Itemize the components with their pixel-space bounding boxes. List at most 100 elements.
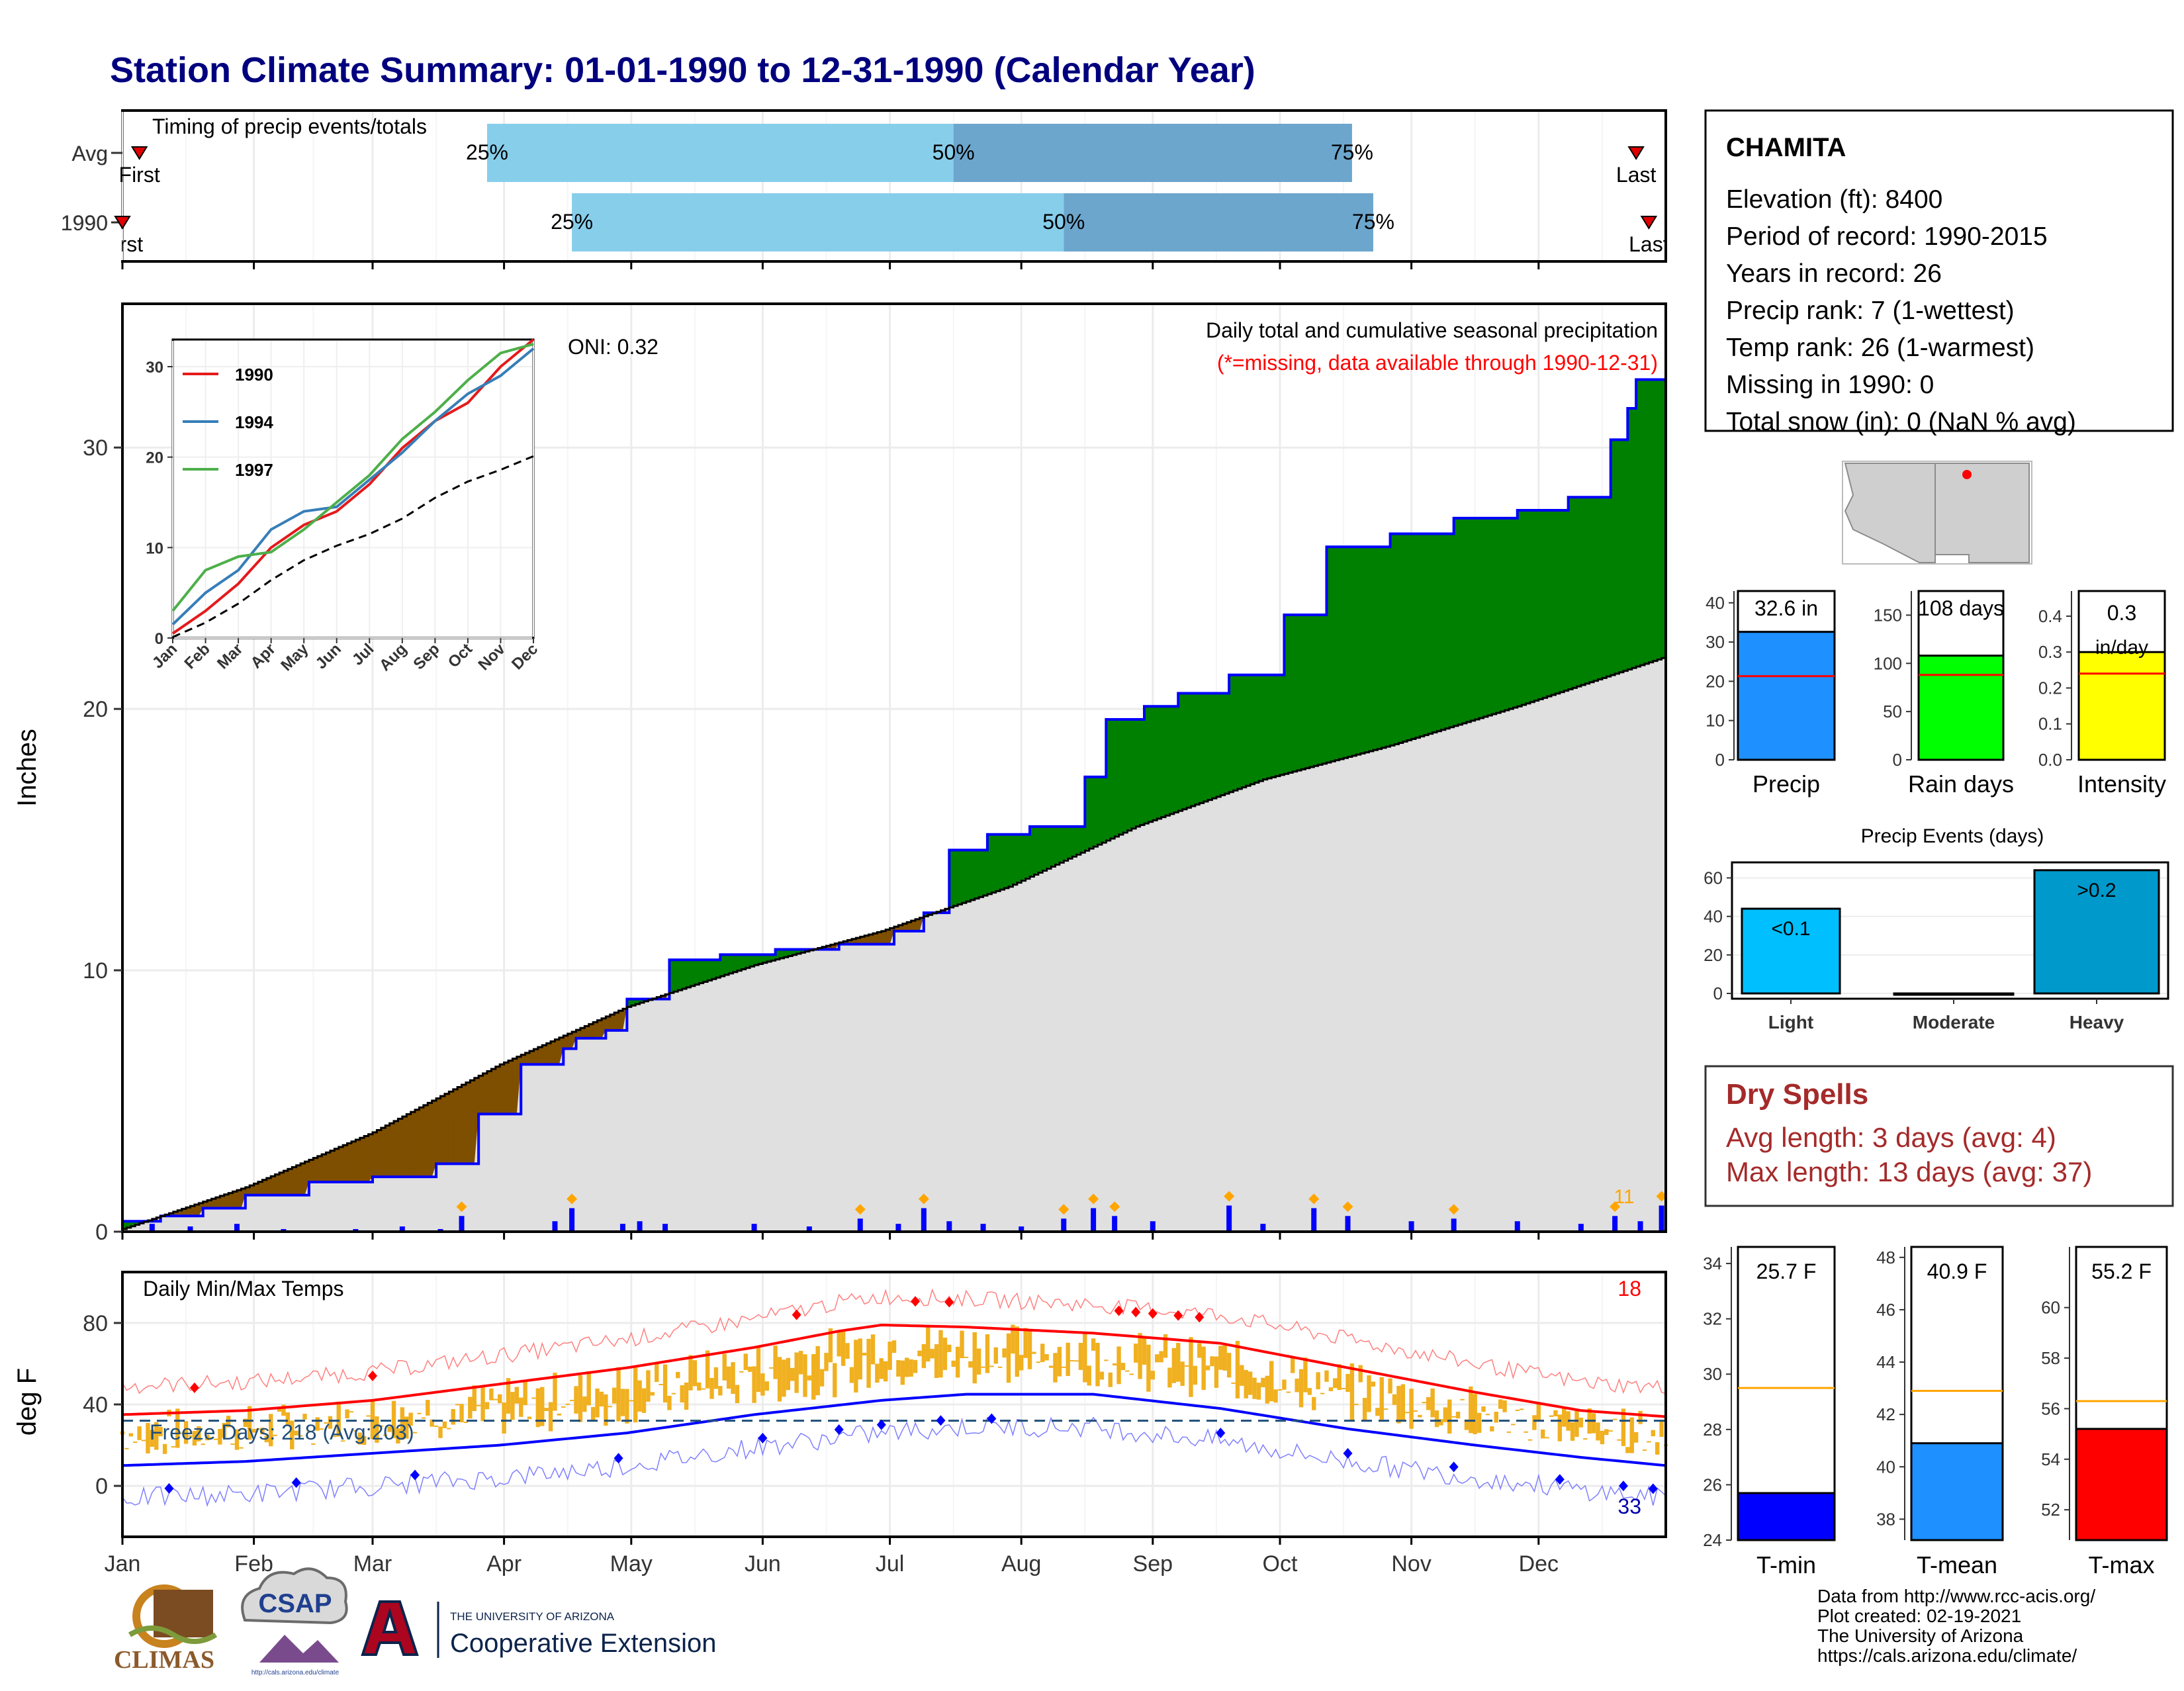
daily-temp-bar	[1511, 1424, 1516, 1426]
heavy-precip-marker	[1058, 1204, 1069, 1215]
dry-spells-title: Dry Spells	[1726, 1078, 1868, 1111]
inset-y-tick-label: 30	[146, 359, 163, 377]
stat-bar-value-label: 32.6 in	[1754, 596, 1818, 620]
record-high-marker	[1173, 1310, 1183, 1321]
daily-temp-bar	[183, 1421, 189, 1444]
footer-credits: Data from http://www.rcc-acis.org/Plot c…	[1817, 1586, 2095, 1666]
timing-row-label-year: 1990	[61, 211, 108, 235]
daily-temp-bar	[298, 1435, 303, 1437]
daily-temp-bar	[192, 1431, 197, 1446]
events-category-label: Heavy	[2070, 1012, 2124, 1032]
stat-bar-y-tick-label: 60	[2041, 1298, 2060, 1318]
daily-temp-bar	[239, 1447, 244, 1449]
daily-temp-bar	[824, 1353, 829, 1371]
daily-temp-bar	[1464, 1419, 1469, 1430]
daily-temp-bar	[879, 1358, 884, 1379]
daily-temp-bar	[243, 1418, 248, 1428]
stat-bar-value	[1737, 1492, 1836, 1541]
daily-temp-bar	[1434, 1410, 1439, 1428]
record-high-marker	[1114, 1305, 1124, 1316]
daily-temp-bar	[1324, 1370, 1329, 1382]
timing-x-ticks	[121, 261, 1540, 269]
daily-temp-bar	[379, 1425, 383, 1427]
daily-temp-bar	[1091, 1338, 1096, 1351]
daily-temp-bar	[383, 1434, 388, 1436]
daily-temp-bar	[896, 1360, 901, 1377]
record-low-marker	[876, 1419, 886, 1430]
daily-temp-bar	[158, 1427, 163, 1437]
daily-temp-bar	[875, 1363, 880, 1383]
daily-temp-bar	[1205, 1365, 1210, 1371]
daily-temp-bar	[1405, 1412, 1410, 1414]
heavy-precip-marker	[1109, 1201, 1120, 1212]
stat-bar-y-tick-label: 20	[1706, 671, 1725, 691]
daily-temp-bar	[290, 1420, 295, 1449]
daily-temp-bar	[659, 1383, 663, 1385]
daily-temp-bar	[1633, 1432, 1639, 1443]
daily-temp-bar	[430, 1419, 434, 1427]
stat-bar-value-label: 40.9 F	[1927, 1259, 1987, 1283]
stat-bar-value-label: 0.3	[2107, 601, 2136, 625]
temp-series	[120, 1288, 1668, 1507]
timing-pct-50: 50%	[933, 140, 975, 164]
record-low-marker	[614, 1453, 623, 1464]
daily-temp-bar	[150, 1430, 155, 1447]
daily-temp-bar	[209, 1437, 214, 1439]
precip-note-missing: (*=missing, data available through 1990-…	[1217, 351, 1658, 375]
first-event-marker	[130, 146, 148, 160]
daily-temp-bar	[1112, 1363, 1117, 1366]
daily-temp-bar	[1337, 1364, 1342, 1391]
daily-temp-bar	[1150, 1371, 1155, 1380]
daily-temp-bar	[1570, 1422, 1575, 1441]
daily-temp-bar	[1430, 1389, 1435, 1418]
daily-temp-bar	[608, 1406, 612, 1408]
events-bar	[2033, 869, 2160, 995]
inset-y-tick-label: 0	[155, 630, 163, 648]
daily-temp-bar	[1248, 1371, 1253, 1395]
daily-temp-bar	[641, 1388, 647, 1413]
daily-temp-bar	[340, 1440, 345, 1442]
daily-temp-bar	[633, 1367, 638, 1423]
heavy-precip-marker	[1610, 1201, 1621, 1212]
daily-precip-bar	[1311, 1208, 1317, 1232]
record-high-line	[122, 1288, 1666, 1394]
daily-temp-bar	[489, 1389, 494, 1400]
daily-precip-bar	[1091, 1208, 1097, 1232]
stat-bar-y-tick-label: 150	[1874, 605, 1902, 625]
daily-temp-bar	[523, 1380, 527, 1406]
daily-temp-bar	[1062, 1366, 1066, 1368]
daily-temp-bar	[201, 1443, 205, 1445]
daily-temp-bar	[1333, 1378, 1338, 1389]
daily-temp-bar	[1023, 1328, 1028, 1358]
footer-credit-line: Plot created: 02-19-2021	[1817, 1606, 2021, 1626]
daily-temp-bar	[1163, 1334, 1168, 1358]
daily-temp-bar	[705, 1350, 710, 1389]
record-low-marker	[987, 1413, 997, 1424]
inset-legend-label: 1990	[235, 365, 273, 385]
daily-temp-bar	[1477, 1412, 1482, 1433]
daily-temp-bar	[709, 1377, 714, 1399]
events-bar	[1741, 907, 1841, 995]
y-tick-label: 30	[83, 435, 108, 461]
daily-temp-bar	[1621, 1408, 1626, 1446]
events-y-tick-label: 40	[1704, 907, 1723, 927]
events-bar	[1893, 992, 2015, 996]
daily-temp-bar	[1549, 1415, 1554, 1417]
daily-temp-bar	[858, 1338, 862, 1380]
daily-temp-bar	[1362, 1398, 1367, 1421]
daily-temp-bar	[1002, 1348, 1007, 1358]
daily-precip-bar	[1019, 1226, 1024, 1232]
daily-temp-bar	[476, 1404, 481, 1406]
daily-temp-bar	[1078, 1342, 1083, 1370]
heavy-precip-marker	[1342, 1201, 1353, 1212]
daily-temp-bar	[455, 1404, 460, 1406]
inset-legend-label: 1994	[235, 412, 273, 432]
daily-temp-bar	[1074, 1360, 1079, 1362]
footer-credit-line: https://cals.arizona.edu/climate/	[1817, 1645, 2077, 1666]
station-info-box: CHAMITA Elevation (ft): 8400 Period of re…	[1704, 109, 2174, 436]
daily-temp-bar	[175, 1408, 180, 1448]
events-y-tick-label: 60	[1704, 868, 1723, 888]
daily-temp-bar	[616, 1367, 621, 1422]
daily-temp-bar	[442, 1421, 447, 1428]
daily-temp-bar	[1069, 1359, 1075, 1361]
